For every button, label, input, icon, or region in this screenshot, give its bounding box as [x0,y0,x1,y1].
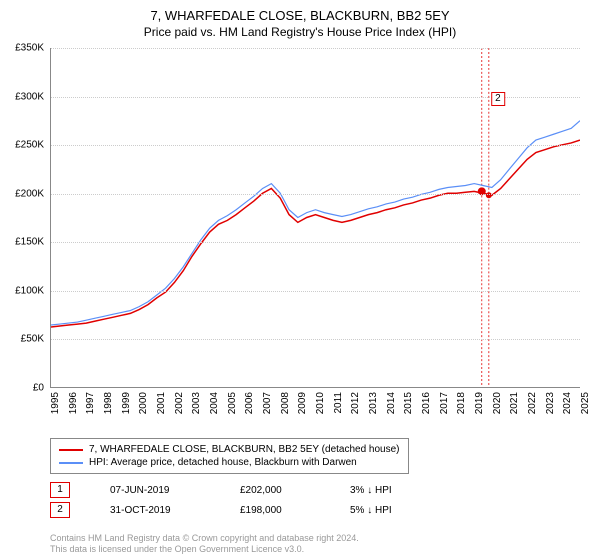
y-tick-label: £50K [21,334,44,345]
chart-title: 7, WHARFEDALE CLOSE, BLACKBURN, BB2 5EY [0,0,600,23]
x-tick-label: 2002 [174,392,185,414]
x-tick-label: 2021 [509,392,520,414]
x-tick-label: 2000 [138,392,149,414]
x-tick-label: 2001 [156,392,167,414]
plot-area: 2 [50,48,580,388]
x-tick-label: 2016 [421,392,432,414]
x-tick-label: 2005 [227,392,238,414]
y-tick-label: £350K [15,43,44,54]
x-tick-label: 1995 [50,392,61,414]
data-row: 1 07-JUN-2019 £202,000 3% ↓ HPI [50,480,420,500]
attribution-line-2: This data is licensed under the Open Gov… [50,544,359,556]
y-tick-label: £0 [33,383,44,394]
x-tick-label: 1998 [103,392,114,414]
x-tick-label: 2009 [297,392,308,414]
x-tick-label: 1996 [68,392,79,414]
legend-label: HPI: Average price, detached house, Blac… [89,457,357,468]
y-tick-label: £150K [15,237,44,248]
x-tick-label: 2018 [456,392,467,414]
series-line-hpi [51,121,580,325]
legend: 7, WHARFEDALE CLOSE, BLACKBURN, BB2 5EY … [50,438,409,474]
x-tick-label: 2025 [580,392,591,414]
data-row: 2 31-OCT-2019 £198,000 5% ↓ HPI [50,500,420,520]
y-axis: £0£50K£100K£150K£200K£250K£300K£350K [0,48,48,388]
row-change: 3% ↓ HPI [350,485,420,496]
x-tick-label: 2011 [333,392,344,414]
row-date: 07-JUN-2019 [110,485,200,496]
chart-container: 7, WHARFEDALE CLOSE, BLACKBURN, BB2 5EY … [0,0,600,560]
x-tick-label: 2013 [368,392,379,414]
row-price: £202,000 [240,485,310,496]
x-tick-label: 2020 [492,392,503,414]
x-tick-label: 2007 [262,392,273,414]
x-tick-label: 2022 [527,392,538,414]
legend-swatch [59,462,83,464]
grid-line [51,242,580,243]
y-tick-label: £250K [15,140,44,151]
y-tick-label: £200K [15,188,44,199]
x-tick-label: 2024 [562,392,573,414]
event-marker: 2 [491,92,505,106]
legend-swatch [59,449,83,451]
x-tick-label: 2023 [545,392,556,414]
x-tick-label: 2010 [315,392,326,414]
x-tick-label: 2014 [386,392,397,414]
legend-item: 7, WHARFEDALE CLOSE, BLACKBURN, BB2 5EY … [59,443,400,456]
legend-item: HPI: Average price, detached house, Blac… [59,456,400,469]
x-tick-label: 2004 [209,392,220,414]
attribution-line-1: Contains HM Land Registry data © Crown c… [50,533,359,545]
legend-label: 7, WHARFEDALE CLOSE, BLACKBURN, BB2 5EY … [89,444,400,455]
x-tick-label: 2003 [191,392,202,414]
row-price: £198,000 [240,505,310,516]
row-marker: 1 [50,482,70,498]
x-tick-label: 2008 [280,392,291,414]
grid-line [51,291,580,292]
grid-line [51,48,580,49]
x-tick-label: 1999 [121,392,132,414]
x-tick-label: 2019 [474,392,485,414]
data-table: 1 07-JUN-2019 £202,000 3% ↓ HPI 2 31-OCT-2019… [50,480,420,520]
y-tick-label: £300K [15,91,44,102]
row-date: 31-OCT-2019 [110,505,200,516]
x-tick-label: 2017 [439,392,450,414]
grid-line [51,194,580,195]
row-marker: 2 [50,502,70,518]
x-axis: 1995 1996 1997 1998 1999 2000 2001 2002 2003 2004… [50,388,580,438]
x-tick-label: 2006 [244,392,255,414]
chart-subtitle: Price paid vs. HM Land Registry's House … [0,23,600,45]
x-tick-label: 2012 [350,392,361,414]
y-tick-label: £100K [15,285,44,296]
x-tick-label: 1997 [85,392,96,414]
row-change: 5% ↓ HPI [350,505,420,516]
attribution: Contains HM Land Registry data © Crown c… [50,533,359,556]
series-line-subject [51,140,580,327]
grid-line [51,145,580,146]
x-tick-label: 2015 [403,392,414,414]
grid-line [51,339,580,340]
